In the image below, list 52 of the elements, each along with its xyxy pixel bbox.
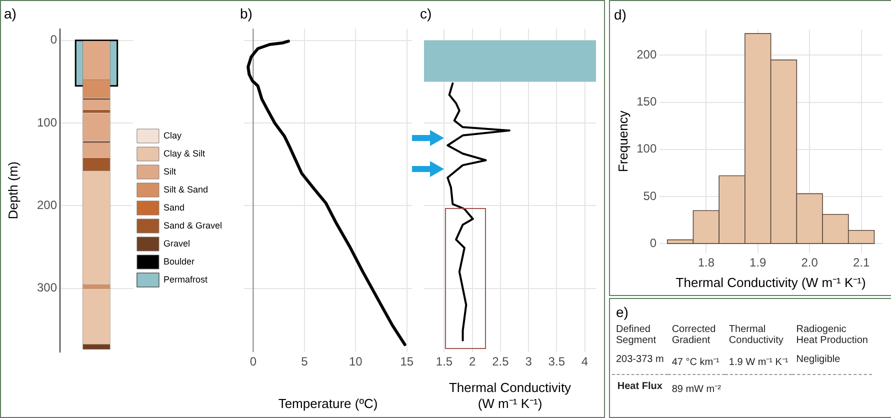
text: Heat Flux (616, 380, 664, 394)
x-tick-label: 2.0 (801, 256, 818, 270)
x-tick-label: 1.8 (698, 256, 715, 270)
x-tick-label: 4 (581, 354, 588, 369)
x-tick-label: 2.1 (852, 256, 870, 270)
y-tick-label: 50 (643, 188, 657, 203)
chart-title: b) (240, 5, 252, 22)
x-tick-label: 3.5 (548, 354, 566, 369)
chart-title: a) (4, 5, 16, 22)
y-tick-label: 0 (650, 236, 657, 250)
y-tick-label: 100 (636, 142, 657, 156)
x-axis-title: Temperature (ºC) (278, 396, 378, 411)
text: Thermal Conductivity (728, 323, 784, 348)
text: Defined Segment (615, 323, 658, 348)
x-tick-label: 0 (250, 354, 257, 369)
y-tick-label: 200 (36, 198, 58, 212)
x-axis-title: Thermal Conductivity (W m⁻¹ K⁻¹) (448, 380, 572, 411)
x-tick-label: 1.9 (750, 256, 767, 270)
chart-title: d) (614, 6, 626, 22)
legend-label: Clay & Silt (163, 148, 206, 158)
text: 203-373 m (612, 348, 668, 374)
x-tick-label: 10 (348, 354, 363, 369)
text: Negligible (792, 348, 872, 374)
chart-title: c) (420, 5, 432, 22)
x-tick-label: 15 (400, 354, 414, 369)
legend-label: Gravel (163, 238, 190, 248)
text: 47 °C km⁻¹ (668, 348, 725, 374)
text: Radiogenic Heat Production (795, 323, 869, 348)
x-axis-title: Thermal Conductivity (W m⁻¹ K⁻¹) (676, 274, 866, 290)
legend-label: Clay (163, 130, 182, 140)
text: 1.9 W m⁻¹ K⁻¹ (724, 348, 792, 374)
y-tick-label: 0 (50, 32, 58, 47)
text: Corrected Gradient (670, 323, 717, 348)
y-tick-label: 100 (36, 115, 58, 130)
y-tick-label: 200 (636, 48, 657, 62)
legend-label: Permafrost (163, 274, 208, 284)
text: e) (615, 303, 630, 322)
legend-label: Silt (163, 166, 176, 176)
legend-label: Sand (163, 202, 184, 212)
x-tick-label: 5 (301, 354, 308, 369)
y-tick-label: 300 (36, 280, 58, 295)
x-tick-label: 2 (468, 354, 476, 369)
x-tick-label: 3 (525, 354, 532, 369)
y-tick-label: 150 (636, 94, 657, 109)
text: 89 mW m⁻² (670, 383, 722, 397)
legend-label: Boulder (163, 256, 194, 266)
x-tick-label: 1.5 (436, 354, 453, 369)
y-axis-title: Depth (m) (5, 162, 20, 220)
legend-label: Sand & Gravel (163, 220, 222, 230)
y-axis-title: Frequency (615, 110, 630, 172)
x-tick-label: 2.5 (492, 354, 510, 369)
legend-label: Silt & Sand (163, 184, 208, 194)
